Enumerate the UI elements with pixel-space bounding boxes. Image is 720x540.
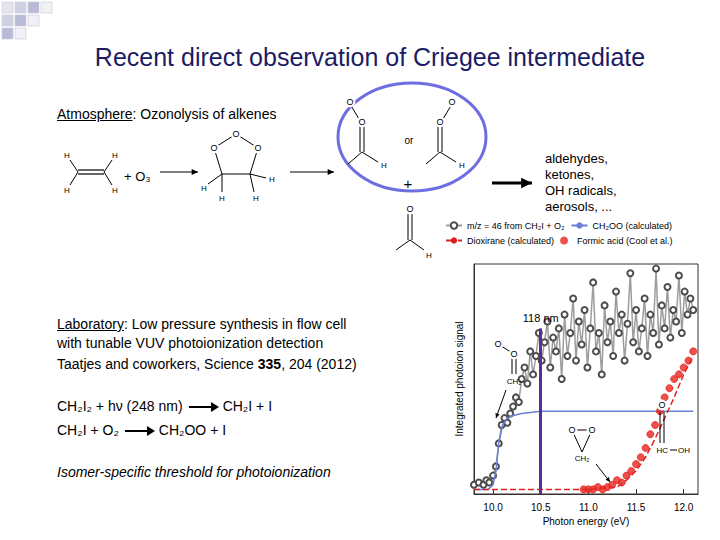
html-text:CH₂OO + I: CH₂OO + I [158,422,227,438]
svg-text:+: + [404,175,413,192]
svg-text:or: or [405,135,415,146]
html-text:Laboratory: Low pressure synth: Laboratory: Low pressure synthesis in fl… [57,316,347,332]
svg-text:H: H [426,251,432,260]
svg-text:OH radicals,: OH radicals, [545,183,617,198]
svg-text:O: O [448,97,455,107]
svg-text:10.0: 10.0 [483,502,503,513]
svg-text:Recent direct observation of C: Recent direct observation of Criegee int… [95,43,645,71]
svg-text:O: O [210,143,217,153]
svg-text:O: O [406,204,413,214]
svg-text:10.5: 10.5 [531,502,551,513]
svg-text:O: O [254,143,261,153]
svg-text:H: H [269,175,275,184]
svg-text:H: H [253,194,259,203]
svg-text:H: H [64,186,70,195]
html-text:CH₂I + I: CH₂I + I [222,398,272,414]
svg-text:ketones,: ketones, [545,167,594,182]
html-text:CH₂I₂ + hν (248 nm): CH₂I₂ + hν (248 nm) [57,398,183,414]
svg-text:O: O [510,349,517,359]
svg-text:O: O [436,117,443,127]
svg-text:118 nm: 118 nm [523,312,559,324]
html-text:Taatjes and coworkers, Science: Taatjes and coworkers, Science 335, 204 … [57,356,357,372]
svg-text:HC: HC [656,446,668,455]
svg-text:H: H [64,151,70,160]
svg-text:Dioxirane (calculated): Dioxirane (calculated) [467,236,554,246]
svg-text:O: O [494,339,501,349]
svg-text:CH₂OO (calculated): CH₂OO (calculated) [593,221,673,231]
svg-text:O: O [658,400,665,410]
html-text:CH₂I + O₂: CH₂I + O₂ [57,422,119,438]
svg-text:H: H [201,184,207,193]
svg-text:H: H [459,161,465,170]
svg-text:Formic acid (Cool et al.): Formic acid (Cool et al.) [577,236,673,246]
svg-text:H: H [381,161,387,170]
svg-text:CH₂: CH₂ [575,454,590,463]
svg-text:H: H [112,151,118,160]
svg-text:O: O [358,117,365,127]
svg-text:12.0: 12.0 [674,502,694,513]
svg-text:+ O₃: + O₃ [124,169,151,184]
svg-text:O: O [346,97,353,107]
html-text:with tunable VUV photoionizati: with tunable VUV photoionization detecti… [57,335,324,351]
svg-text:m/z = 46 from CH₂I + O₂: m/z = 46 from CH₂I + O₂ [467,221,565,231]
svg-text:H: H [219,194,225,203]
svg-text:aldehydes,: aldehydes, [545,151,608,166]
svg-text:CH₂: CH₂ [507,377,522,386]
svg-text:11.0: 11.0 [579,502,598,513]
svg-text:OH: OH [678,446,690,455]
svg-text:O: O [232,129,239,139]
html-text:Atmosphere: Ozonolysis of alke: Atmosphere: Ozonolysis of alkenes [57,106,277,122]
svg-text:Integrated photoion signal: Integrated photoion signal [454,321,465,436]
html-text:Isomer-specific threshold for: Isomer-specific threshold for photoioniz… [57,464,331,480]
svg-text:Photon energy (eV): Photon energy (eV) [543,516,630,527]
svg-text:O: O [568,425,575,435]
svg-text:O: O [588,425,595,435]
svg-text:H: H [112,186,118,195]
svg-text:11.5: 11.5 [627,502,646,513]
svg-text:aerosols, ...: aerosols, ... [545,199,612,214]
